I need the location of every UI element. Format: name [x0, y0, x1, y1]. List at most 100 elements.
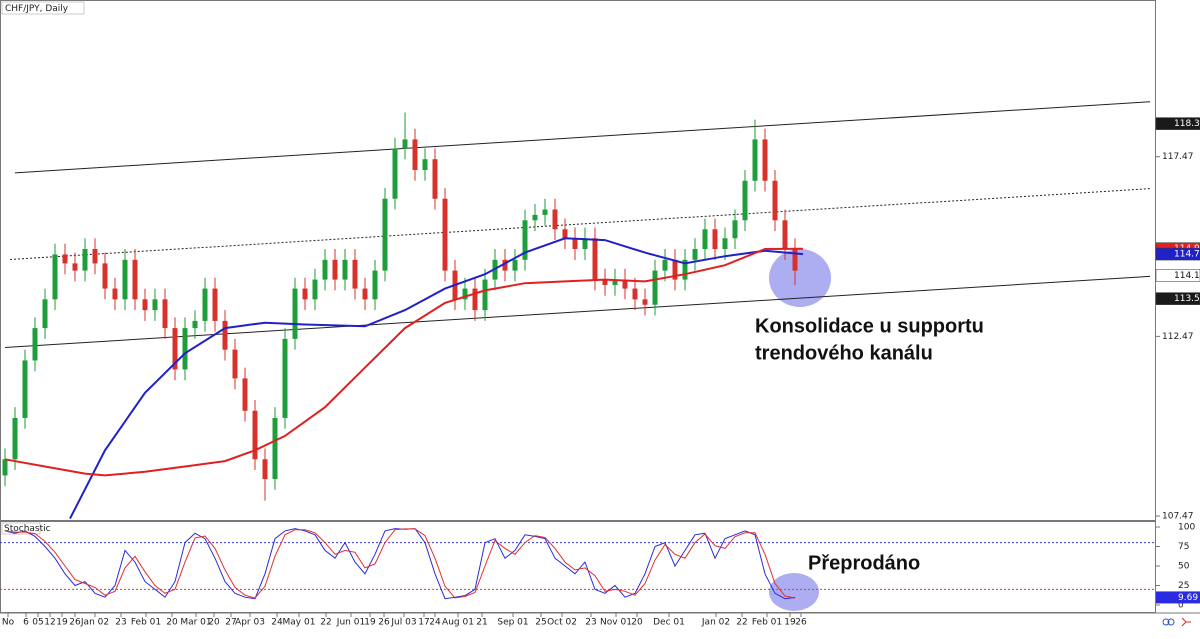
price-tag-label: 114.17	[1174, 271, 1200, 281]
candle-body	[72, 263, 78, 271]
price-tag	[1155, 247, 1200, 261]
x-tick-label: 24	[271, 618, 283, 628]
x-tick-label: Apr 03	[235, 618, 265, 628]
candle-body	[102, 263, 108, 289]
x-tick-label: 27	[225, 618, 236, 628]
candle-body	[762, 139, 768, 181]
price-tag	[1155, 269, 1200, 282]
candle-body	[82, 249, 88, 271]
candle-body	[522, 220, 528, 260]
candle-body	[422, 159, 428, 170]
candle-body	[722, 238, 728, 250]
candle-body	[122, 259, 128, 300]
candle-body	[172, 328, 178, 370]
toolbar-icons	[1162, 617, 1191, 627]
candle-body	[712, 229, 718, 250]
candle-body	[592, 238, 598, 280]
moving-average	[69, 237, 804, 520]
annotation: Přeprodáno	[808, 552, 920, 574]
x-tick-label: 19	[56, 618, 68, 628]
price-tag-label: 114.76	[1174, 250, 1200, 260]
x-tick-label: 23	[115, 618, 126, 628]
candle-body	[32, 328, 38, 361]
x-tick-label: 12	[44, 618, 55, 628]
candle-body	[732, 220, 738, 239]
candle-body	[312, 279, 318, 300]
candle-body	[542, 209, 548, 215]
x-tick-label: 17	[418, 618, 429, 628]
price-tag	[1155, 117, 1200, 130]
y-tick-label: 117.47	[1162, 152, 1194, 162]
x-tick-label: 26	[795, 618, 807, 628]
x-tick-label: 05	[32, 618, 43, 628]
annotation: trendového kanálu	[755, 342, 933, 364]
x-tick-label: 23	[585, 618, 596, 628]
candle-body	[672, 259, 678, 280]
x-tick-label: 25	[535, 618, 546, 628]
trend-line	[14, 101, 1151, 174]
candle-body	[342, 259, 348, 280]
moving-average	[4, 247, 804, 477]
candle-body	[382, 198, 388, 271]
price-tag	[1156, 591, 1200, 604]
candle-body	[262, 459, 268, 480]
x-tick-label: Jun 01	[336, 618, 365, 628]
x-tick-label: Nov 01	[600, 618, 632, 628]
x-tick-label: Oct 02	[547, 618, 577, 628]
candle-body	[612, 279, 618, 285]
candle-body	[512, 259, 518, 271]
x-tick-label: Jan 02	[80, 618, 109, 628]
x-tick-label: Jul 03	[390, 618, 416, 628]
main-panel-frame	[0, 0, 1156, 521]
stochastic-line	[4, 528, 796, 599]
x-tick-label: Mar 01	[180, 618, 211, 628]
x-tick-label: 6	[23, 618, 29, 628]
candle-body	[562, 229, 568, 239]
y-tick-label: 75	[1178, 542, 1189, 552]
chart-title: CHF/JPY, Daily	[5, 4, 69, 14]
price-tag	[1155, 292, 1200, 305]
candle-body	[62, 254, 68, 264]
candle-body	[402, 139, 408, 149]
icon	[1167, 618, 1175, 626]
x-tick-label: No	[2, 618, 15, 628]
candle-body	[622, 279, 628, 289]
candle-body	[192, 320, 198, 329]
icon[interactable]	[1181, 617, 1191, 627]
candle-body	[352, 259, 358, 289]
candle-body	[752, 139, 758, 181]
price-tag-label: 118.39	[1174, 119, 1200, 129]
candle-body	[322, 259, 328, 280]
x-tick-label: 19	[784, 618, 796, 628]
candle-body	[482, 279, 488, 311]
price-tag-label: 9.69	[1178, 593, 1198, 603]
candle-body	[112, 288, 118, 300]
x-tick-label: 20	[166, 618, 178, 628]
x-tick-label: 26	[378, 618, 390, 628]
candle-body	[222, 320, 228, 350]
candle-body	[52, 254, 58, 300]
candle-body	[432, 159, 438, 199]
candle-body	[362, 288, 368, 300]
x-tick-label: 19	[364, 618, 376, 628]
candle-body	[602, 279, 608, 285]
panel-title: Stochastic	[4, 524, 51, 534]
candle-body	[392, 148, 398, 199]
candle-body	[152, 299, 158, 311]
icon	[1162, 618, 1170, 626]
title-box	[1, 522, 41, 535]
y-tick-label: 0	[1178, 600, 1184, 610]
price-tag-label: 113.52	[1174, 294, 1200, 304]
candle-body	[652, 270, 658, 305]
x-tick-label: Jan 02	[701, 618, 730, 628]
candle-body	[662, 259, 668, 271]
x-tick-label: 21	[476, 618, 487, 628]
x-tick-label: May 01	[283, 618, 316, 628]
candle-body	[532, 214, 538, 221]
y-tick-label: 25	[1178, 581, 1189, 591]
y-tick-label: 50	[1178, 561, 1190, 571]
candle-body	[232, 349, 238, 379]
annotation: Konsolidace u supportu	[755, 315, 984, 337]
candle-body	[302, 288, 308, 300]
